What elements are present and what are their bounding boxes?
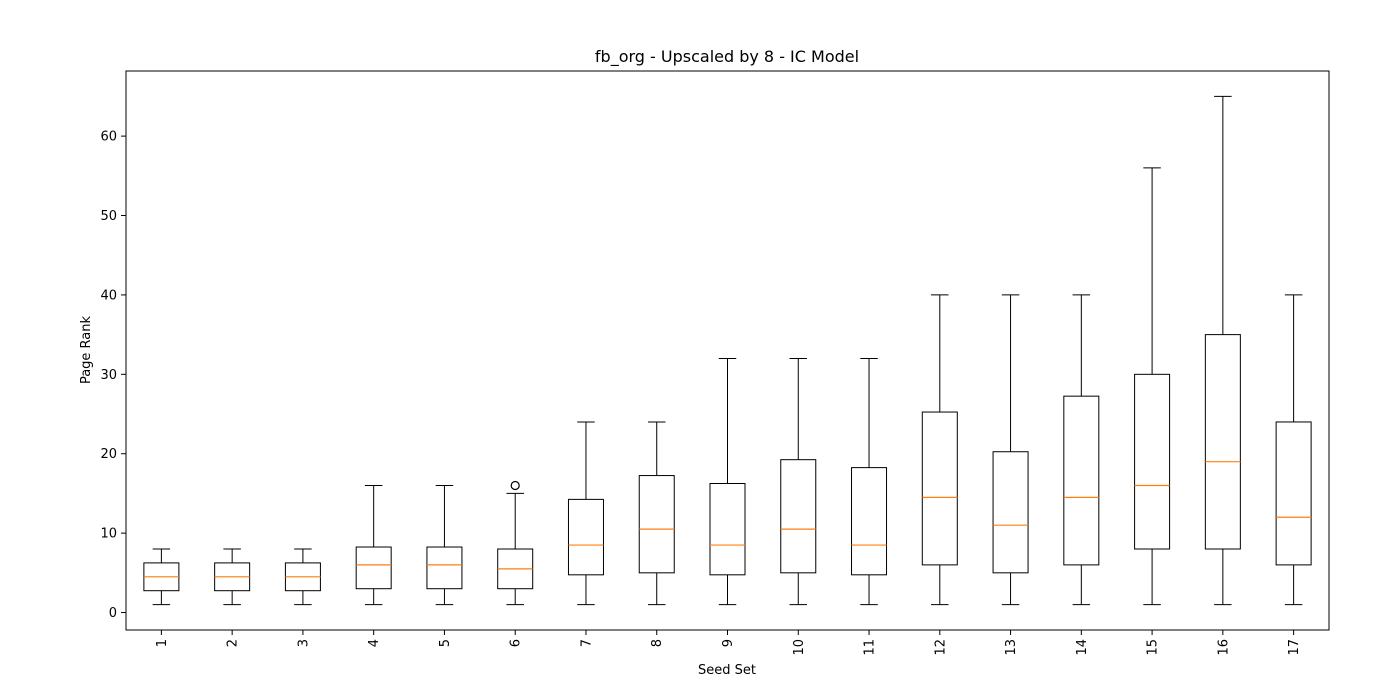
outlier-point	[510, 480, 520, 491]
y-tick-label: 50	[100, 209, 117, 224]
x-tick-label: 4	[367, 639, 382, 647]
x-tick-label: 10	[792, 639, 807, 656]
iqr-box	[851, 467, 888, 576]
iqr-box	[992, 451, 1029, 574]
iqr-box	[709, 483, 746, 576]
axes-frame	[125, 70, 1330, 631]
y-axis-label: Page Rank	[79, 315, 94, 384]
iqr-box	[638, 475, 675, 574]
x-tick-label: 14	[1075, 639, 1090, 656]
iqr-box	[1275, 421, 1312, 566]
y-tick-label: 40	[100, 288, 117, 303]
iqr-box	[426, 546, 463, 590]
chart-title: fb_org - Upscaled by 8 - IC Model	[595, 47, 859, 67]
x-tick-label: 9	[721, 639, 736, 647]
x-tick-label: 12	[933, 639, 948, 656]
x-tick-label: 17	[1287, 639, 1302, 656]
y-tick-label: 10	[100, 527, 117, 542]
x-tick-label: 6	[509, 639, 524, 647]
x-tick-label: 13	[1004, 639, 1019, 656]
iqr-box	[567, 498, 604, 576]
x-tick-label: 11	[863, 639, 878, 656]
x-axis-label: Seed Set	[698, 663, 756, 678]
iqr-box	[1063, 395, 1100, 566]
y-tick-label: 20	[100, 447, 117, 462]
x-tick-label: 15	[1146, 639, 1161, 656]
x-tick-label: 5	[438, 639, 453, 647]
x-tick-label: 3	[296, 639, 311, 647]
iqr-box	[780, 459, 817, 574]
x-tick-label: 1	[155, 639, 170, 647]
y-tick-label: 0	[109, 606, 117, 621]
x-tick-label: 16	[1216, 639, 1231, 656]
iqr-box	[355, 546, 392, 590]
x-tick-label: 7	[579, 639, 594, 647]
iqr-box	[921, 411, 958, 566]
iqr-box	[1134, 373, 1171, 550]
y-tick-label: 30	[100, 368, 117, 383]
iqr-box	[1204, 334, 1241, 550]
y-tick-label: 60	[100, 130, 117, 145]
x-tick-label: 8	[650, 639, 665, 647]
x-tick-label: 2	[226, 639, 241, 647]
